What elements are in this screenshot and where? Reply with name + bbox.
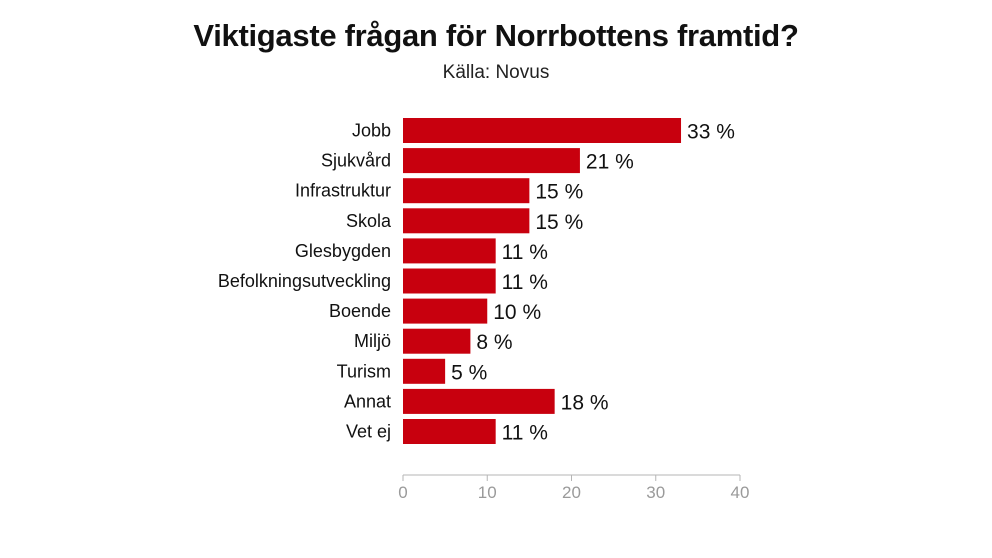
bar <box>403 328 471 354</box>
bar <box>403 148 580 174</box>
bar <box>403 178 530 204</box>
bar <box>403 208 530 234</box>
x-axis: 0 10 20 30 40 <box>398 474 750 502</box>
bars-group <box>403 118 682 444</box>
bar <box>403 298 488 324</box>
category-label: Annat <box>344 391 391 411</box>
bar <box>403 268 496 294</box>
category-label: Sjukvård <box>321 151 391 171</box>
value-label: 10 % <box>493 301 541 324</box>
value-label: 11 % <box>502 271 548 294</box>
value-label: 5 % <box>451 361 487 384</box>
chart-title: Viktigaste frågan för Norrbottens framti… <box>193 18 799 53</box>
bar <box>403 388 555 414</box>
category-label: Boende <box>329 301 391 321</box>
value-label: 33 % <box>687 121 735 144</box>
value-label: 8 % <box>476 331 512 354</box>
bar <box>403 118 682 143</box>
value-label: 21 % <box>586 151 634 174</box>
category-label: Skola <box>346 211 392 231</box>
value-labels-group: 33 %21 %15 %15 %11 %11 %10 %8 %5 %18 %11… <box>451 121 735 445</box>
category-labels-group: Jobb Sjukvård Infrastruktur Skola Glesbygden… <box>218 121 392 442</box>
value-label: 11 % <box>502 241 548 264</box>
category-label: Miljö <box>354 331 391 351</box>
bar <box>403 419 496 444</box>
category-label: Glesbygden <box>295 241 391 261</box>
x-tick-label: 40 <box>731 483 750 502</box>
bar <box>403 358 446 384</box>
category-label: Befolkningsutveckling <box>218 271 391 291</box>
chart-subtitle: Källa: Novus <box>442 62 550 83</box>
category-label: Turism <box>337 361 391 381</box>
x-tick-label: 0 <box>398 483 407 502</box>
category-label: Jobb <box>352 121 391 141</box>
x-tick-label: 20 <box>562 483 581 502</box>
value-label: 18 % <box>561 391 609 414</box>
value-label: 15 % <box>535 181 583 204</box>
value-label: 11 % <box>502 422 548 445</box>
x-tick-label: 10 <box>478 483 497 502</box>
category-label: Infrastruktur <box>295 181 391 201</box>
value-label: 15 % <box>535 211 583 234</box>
category-label: Vet ej <box>346 422 391 442</box>
x-tick-label: 30 <box>646 483 665 502</box>
bar <box>403 238 496 264</box>
